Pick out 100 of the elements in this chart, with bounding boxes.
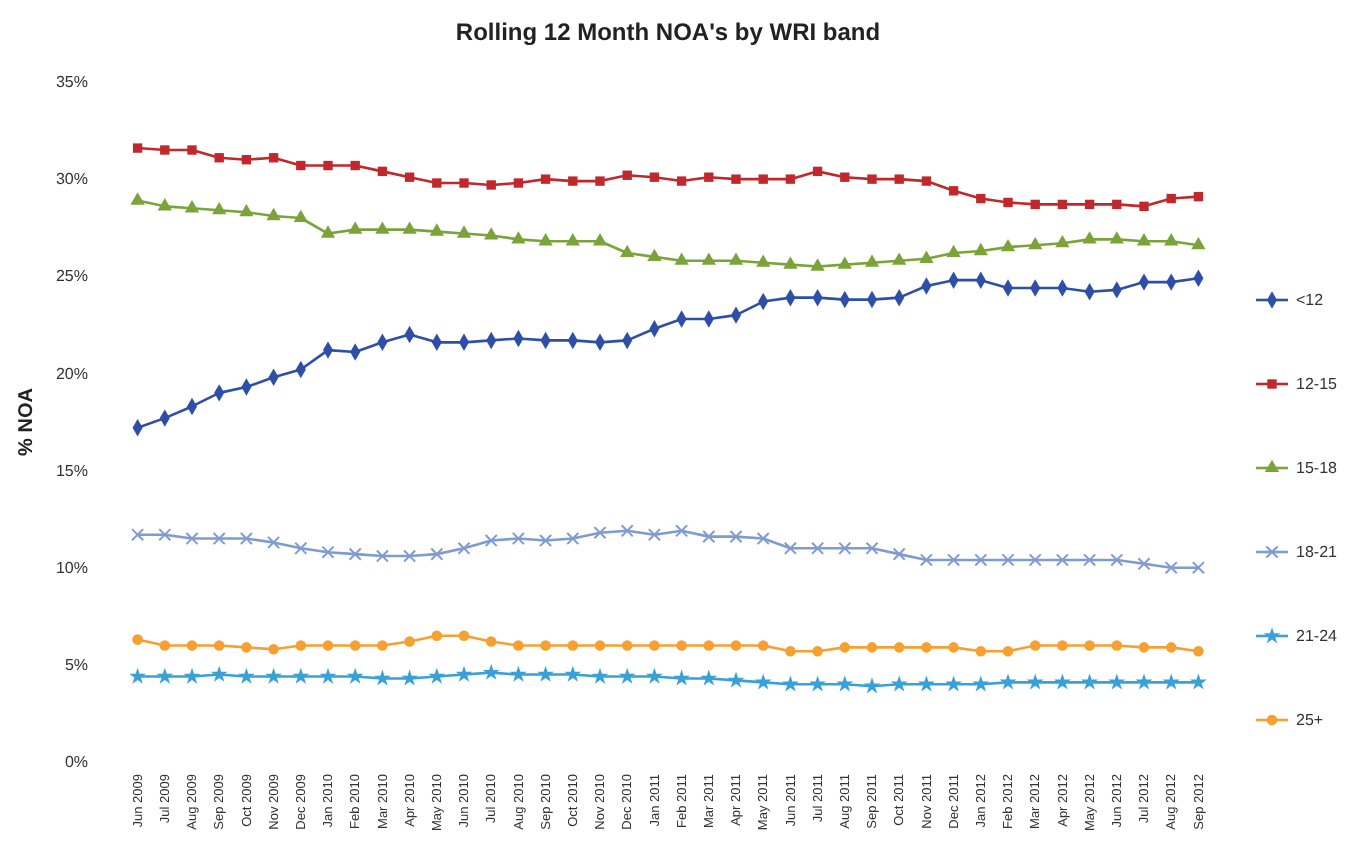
point — [892, 252, 907, 265]
point — [187, 145, 197, 155]
y-tick-label: 0% — [64, 753, 88, 772]
point — [730, 640, 742, 651]
point — [237, 667, 255, 684]
point — [595, 176, 605, 186]
point — [428, 667, 446, 684]
point — [265, 667, 283, 684]
point — [674, 252, 689, 265]
point — [513, 640, 524, 651]
y-tick-label: 15% — [55, 461, 88, 480]
point — [700, 669, 718, 686]
point — [893, 642, 905, 653]
point — [486, 180, 496, 190]
point — [866, 642, 878, 653]
point — [540, 174, 551, 184]
point — [785, 174, 796, 184]
point — [293, 209, 308, 223]
point — [1002, 645, 1014, 657]
point — [183, 667, 201, 684]
point — [1028, 236, 1043, 250]
point — [1111, 640, 1123, 651]
point — [295, 640, 307, 651]
point — [566, 532, 580, 546]
point — [727, 671, 745, 688]
point — [974, 553, 988, 567]
point — [484, 227, 499, 240]
point — [620, 524, 634, 538]
y-axis-title: % NOA — [16, 388, 38, 456]
point — [432, 178, 442, 188]
point — [620, 244, 635, 258]
point — [864, 254, 880, 267]
point — [484, 533, 498, 548]
point — [348, 221, 363, 234]
point — [1053, 673, 1071, 690]
point — [511, 231, 526, 244]
point — [350, 160, 360, 171]
point — [919, 553, 933, 567]
point — [1108, 673, 1126, 690]
point — [1001, 553, 1015, 567]
point — [1135, 673, 1153, 690]
point — [132, 634, 143, 645]
point — [159, 640, 171, 651]
point — [1136, 233, 1152, 246]
point — [1164, 233, 1179, 246]
point — [592, 233, 608, 246]
point — [268, 644, 279, 655]
point — [1166, 193, 1176, 204]
point — [731, 174, 741, 184]
point — [539, 533, 553, 548]
point — [1162, 673, 1180, 690]
point — [377, 640, 388, 651]
point — [867, 174, 877, 184]
point — [783, 256, 798, 269]
point — [456, 225, 472, 238]
legend-label: 25+ — [1296, 711, 1324, 730]
point — [429, 223, 444, 236]
point — [947, 553, 961, 567]
point — [1030, 199, 1040, 210]
point — [1084, 199, 1095, 210]
point — [1003, 197, 1013, 208]
point — [1081, 673, 1099, 690]
point — [509, 665, 527, 682]
point — [894, 174, 904, 184]
point — [1110, 553, 1124, 567]
point — [212, 532, 226, 546]
point — [568, 176, 578, 186]
point — [621, 640, 633, 651]
point — [431, 630, 443, 641]
point — [402, 221, 417, 234]
point — [184, 200, 200, 213]
point — [241, 155, 252, 165]
point — [538, 233, 553, 246]
point — [404, 636, 415, 647]
point — [346, 667, 364, 684]
point — [702, 530, 716, 544]
legend-label: 21-24 — [1296, 627, 1339, 646]
point — [1082, 231, 1097, 244]
point — [1083, 553, 1097, 567]
point — [131, 528, 145, 542]
point — [972, 675, 990, 692]
point — [186, 640, 198, 651]
point — [865, 541, 879, 555]
point — [838, 541, 852, 555]
point — [837, 256, 852, 269]
point — [781, 675, 799, 692]
point — [212, 202, 227, 215]
point — [809, 675, 827, 692]
point — [1028, 553, 1042, 567]
point — [296, 160, 306, 171]
point — [239, 532, 253, 546]
point — [1055, 553, 1069, 567]
point — [839, 642, 851, 653]
point — [704, 172, 714, 182]
point — [513, 178, 524, 188]
point — [594, 640, 606, 651]
point — [975, 645, 987, 657]
point — [430, 547, 444, 561]
point — [1191, 561, 1205, 575]
point — [564, 665, 582, 682]
